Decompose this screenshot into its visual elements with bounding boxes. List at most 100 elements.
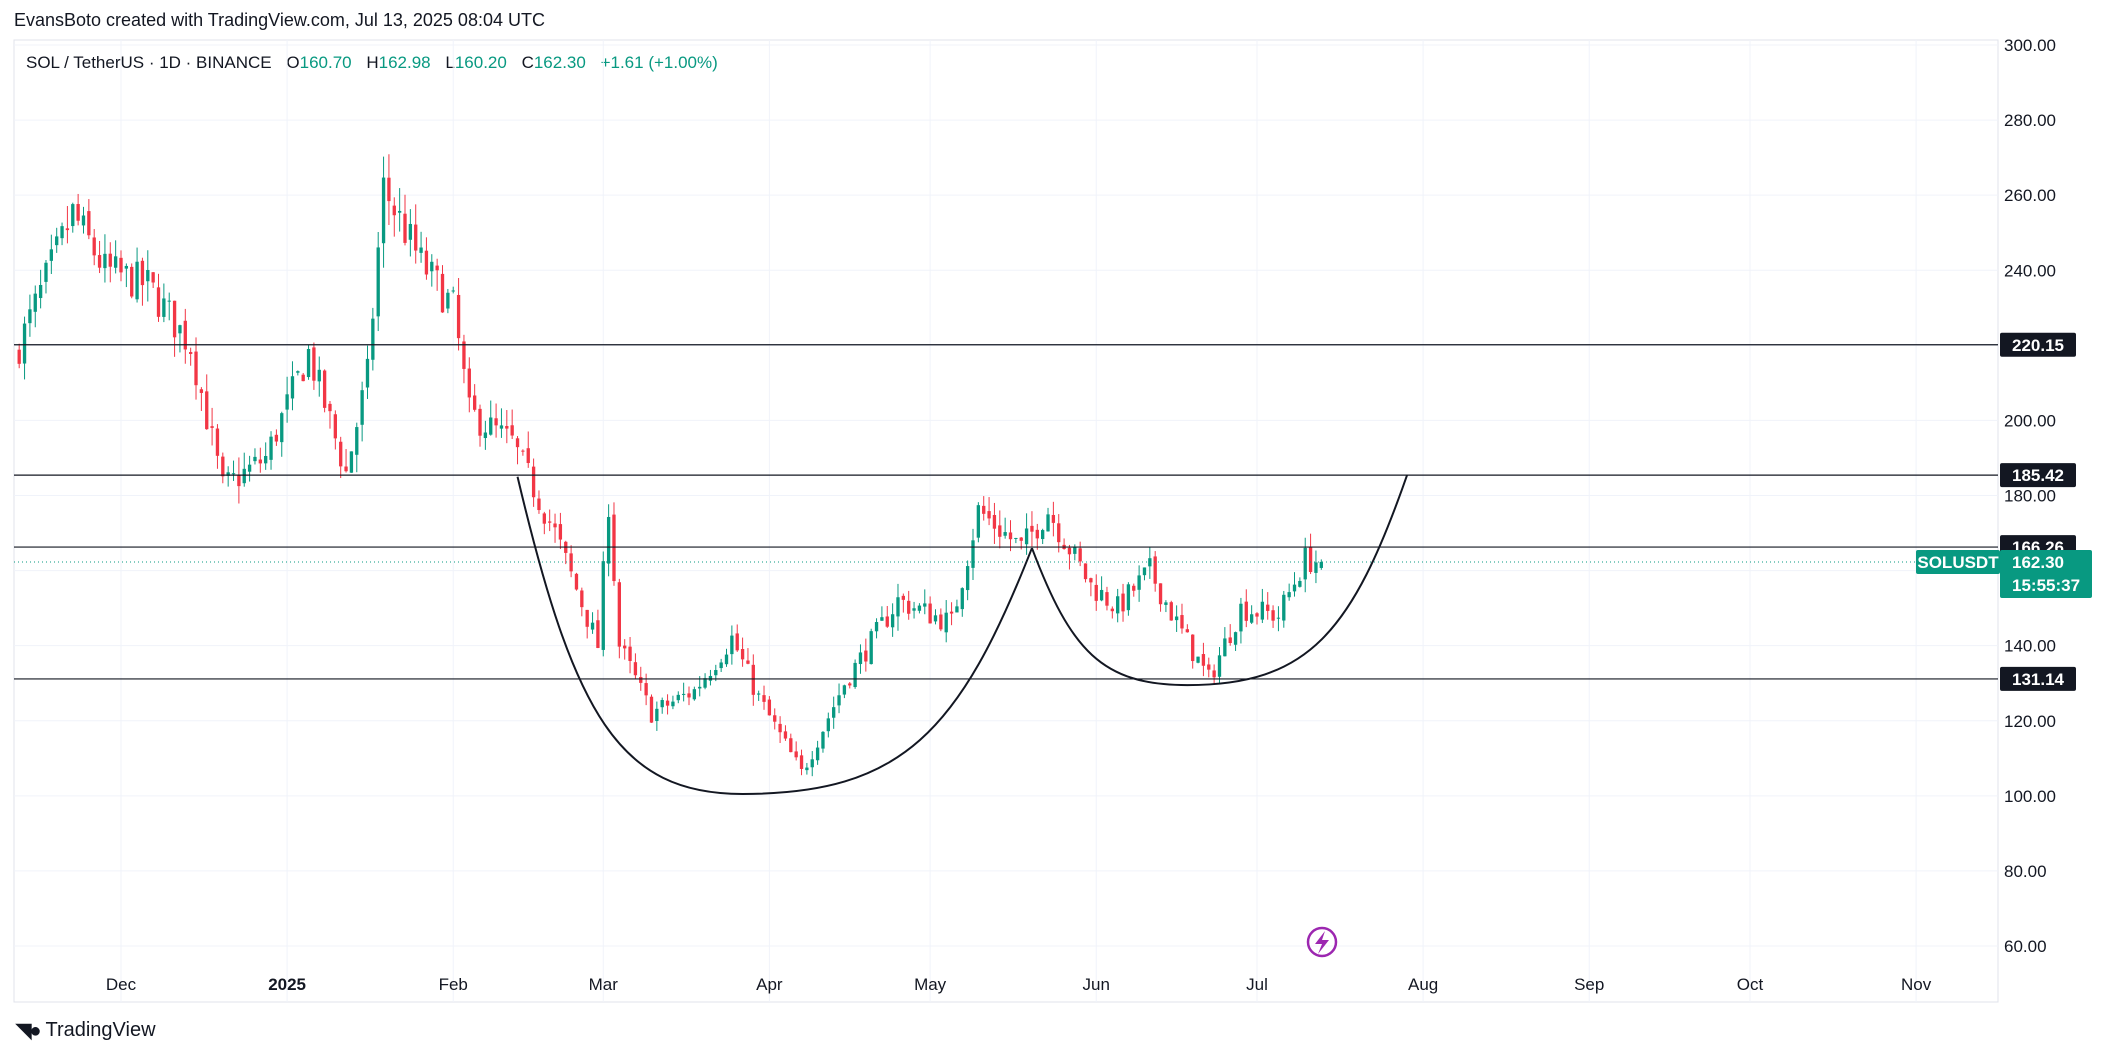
symbol-name[interactable]: SOL / TetherUS · 1D · BINANCE: [26, 53, 272, 72]
candle[interactable]: [864, 638, 868, 672]
cup-drawings[interactable]: [516, 474, 1408, 795]
candle[interactable]: [494, 403, 498, 438]
candle[interactable]: [1089, 577, 1093, 597]
candle[interactable]: [1191, 634, 1195, 669]
candle[interactable]: [146, 250, 150, 302]
candle[interactable]: [1308, 533, 1313, 575]
candle[interactable]: [1067, 544, 1072, 570]
candle[interactable]: [971, 528, 975, 580]
candle[interactable]: [912, 601, 916, 619]
candle[interactable]: [1314, 550, 1318, 584]
candle[interactable]: [1249, 605, 1254, 624]
candle[interactable]: [612, 502, 616, 586]
candle[interactable]: [949, 602, 954, 626]
candle[interactable]: [1255, 612, 1259, 625]
candle[interactable]: [156, 273, 161, 322]
candle[interactable]: [451, 286, 455, 294]
candle[interactable]: [419, 231, 423, 263]
candle[interactable]: [296, 370, 300, 376]
candle[interactable]: [113, 240, 118, 274]
candle[interactable]: [1035, 523, 1039, 550]
candle[interactable]: [1158, 583, 1163, 612]
candle[interactable]: [108, 242, 112, 283]
candle[interactable]: [162, 283, 166, 323]
candle[interactable]: [1287, 583, 1291, 601]
candle[interactable]: [1116, 588, 1120, 623]
candle[interactable]: [553, 513, 557, 543]
candle[interactable]: [1003, 517, 1007, 539]
candlestick-series[interactable]: [17, 154, 1323, 777]
candle[interactable]: [424, 237, 429, 280]
candle[interactable]: [558, 512, 563, 550]
candle[interactable]: [97, 240, 102, 274]
candle[interactable]: [596, 609, 600, 649]
candle[interactable]: [1266, 592, 1270, 620]
candle[interactable]: [692, 686, 697, 701]
candle[interactable]: [403, 194, 407, 246]
candle[interactable]: [205, 374, 209, 430]
candle[interactable]: [1174, 605, 1179, 632]
candle[interactable]: [140, 257, 145, 306]
candle[interactable]: [1180, 603, 1184, 634]
candle[interactable]: [65, 206, 70, 244]
candle[interactable]: [515, 436, 520, 465]
candle[interactable]: [580, 587, 584, 617]
candle[interactable]: [815, 740, 820, 765]
candle[interactable]: [269, 431, 273, 470]
candle[interactable]: [1228, 624, 1232, 646]
candle[interactable]: [1024, 513, 1029, 555]
candle[interactable]: [740, 637, 745, 667]
candle[interactable]: [199, 387, 204, 411]
candle[interactable]: [135, 247, 139, 303]
price-axis[interactable]: 300.00280.00260.00240.00220.00200.00180.…: [2004, 36, 2056, 956]
candle[interactable]: [687, 686, 691, 706]
candle[interactable]: [328, 401, 332, 429]
candle[interactable]: [542, 511, 546, 535]
candle[interactable]: [188, 347, 193, 366]
candle[interactable]: [660, 697, 664, 714]
candle[interactable]: [130, 263, 134, 299]
candle[interactable]: [537, 490, 541, 514]
candle[interactable]: [81, 206, 86, 234]
candle[interactable]: [676, 691, 680, 704]
candle[interactable]: [1046, 507, 1050, 532]
candle[interactable]: [681, 682, 686, 702]
candle[interactable]: [1282, 590, 1286, 628]
candle[interactable]: [317, 356, 321, 397]
candle[interactable]: [489, 400, 493, 436]
candle[interactable]: [462, 334, 466, 384]
candle[interactable]: [1212, 664, 1216, 685]
candle[interactable]: [923, 589, 927, 615]
candle[interactable]: [349, 451, 354, 473]
candle[interactable]: [880, 606, 884, 621]
candle[interactable]: [247, 455, 252, 482]
candle[interactable]: [1292, 572, 1297, 597]
time-axis[interactable]: Dec 2025 Feb Mar Apr May Jun Jul Aug Sep Oct Nov: [106, 975, 1932, 994]
candle[interactable]: [917, 603, 922, 614]
candle[interactable]: [746, 648, 750, 665]
candle[interactable]: [333, 410, 338, 450]
candle[interactable]: [1196, 656, 1200, 664]
candle[interactable]: [1126, 582, 1131, 616]
candle[interactable]: [671, 695, 675, 710]
candle[interactable]: [60, 222, 64, 246]
candle[interactable]: [832, 696, 836, 729]
candle[interactable]: [1276, 606, 1281, 632]
candle[interactable]: [778, 716, 782, 743]
candle[interactable]: [1094, 574, 1098, 611]
candle[interactable]: [987, 497, 991, 526]
candle[interactable]: [344, 449, 348, 473]
candle[interactable]: [767, 696, 772, 716]
cup-curve[interactable]: [516, 476, 1033, 795]
candle[interactable]: [1105, 586, 1109, 611]
candle[interactable]: [1319, 559, 1323, 570]
candle[interactable]: [794, 741, 798, 761]
candle[interactable]: [1239, 597, 1243, 644]
candle[interactable]: [665, 694, 670, 715]
candle[interactable]: [773, 708, 777, 730]
candle[interactable]: [531, 458, 536, 507]
candle[interactable]: [1164, 600, 1168, 613]
candle[interactable]: [210, 407, 214, 446]
candle[interactable]: [1132, 583, 1136, 597]
candle[interactable]: [933, 609, 938, 625]
